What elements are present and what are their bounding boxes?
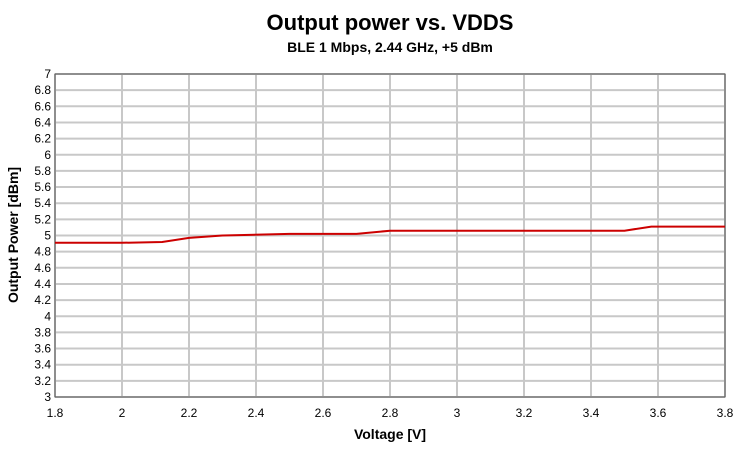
x-tick-label: 2 [119,406,126,420]
y-tick-label: 5 [44,229,51,243]
y-tick-label: 5.4 [34,196,51,210]
y-tick-label: 5.2 [34,212,51,226]
y-tick-label: 3.4 [34,358,51,372]
x-tick-label: 3.2 [516,406,533,420]
y-tick-label: 6 [44,148,51,162]
y-tick-label: 5.6 [34,180,51,194]
y-tick-label: 4.6 [34,261,51,275]
series-layer [55,225,725,244]
x-tick-label: 2.4 [248,406,265,420]
x-tick-label: 3.6 [650,406,667,420]
y-tick-label: 4 [44,309,51,323]
y-tick-label: 3.2 [34,374,51,388]
y-tick-label: 4.8 [34,245,51,259]
y-tick-label: 6.6 [34,99,51,113]
y-tick-label: 5.8 [34,164,51,178]
y-tick-label: 3 [44,390,51,404]
y-tick-label: 7 [44,67,51,81]
chart-title: Output power vs. VDDS [267,10,514,35]
x-tick-label: 3.4 [583,406,600,420]
y-tick-label: 3.6 [34,342,51,356]
chart-subtitle: BLE 1 Mbps, 2.44 GHz, +5 dBm [287,39,493,55]
x-tick-label: 2.2 [181,406,198,420]
x-tick-label: 3.8 [717,406,734,420]
tick-labels: 1.8 2 2.2 2.4 2.6 2.8 3 3.2 3.4 3.6 3.8 3 3.2 3.4 3.6 3… [34,67,733,420]
y-tick-label: 4.4 [34,277,51,291]
x-tick-label: 3 [454,406,461,420]
plot-frame [54,73,726,398]
x-tick-label: 2.8 [382,406,399,420]
y-tick-label: 6.2 [34,132,51,146]
y-tick-label: 6.4 [34,115,51,129]
x-tick-label: 2.6 [315,406,332,420]
y-tick-label: 3.8 [34,325,51,339]
y-tick-label: 4.2 [34,293,51,307]
x-tick-label: 1.8 [47,406,64,420]
grid [54,73,726,398]
series-line [55,225,725,244]
x-axis-label: Voltage [V] [354,426,426,442]
y-tick-label: 6.8 [34,83,51,97]
y-axis-label: Output Power [dBm] [5,167,21,303]
